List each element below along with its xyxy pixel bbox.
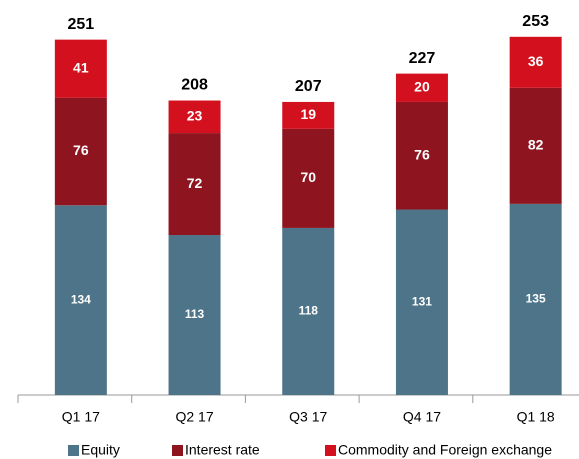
x-tick-label: Q2 17 <box>175 409 213 425</box>
bar-segment <box>54 39 107 98</box>
bar-segment <box>168 133 221 236</box>
bar-segment <box>168 100 221 134</box>
bar-segment <box>282 227 335 395</box>
value-label: 76 <box>414 146 430 162</box>
value-label: 23 <box>187 108 203 124</box>
value-label: 76 <box>73 142 89 158</box>
value-label: 82 <box>528 137 544 153</box>
value-label: 20 <box>414 78 430 94</box>
x-tick-label: Q1 18 <box>517 409 555 425</box>
total-label: 207 <box>295 78 322 95</box>
value-label: 36 <box>528 53 544 69</box>
value-label: 113 <box>185 307 205 321</box>
bar-segment <box>282 128 335 228</box>
value-label: 131 <box>412 294 432 308</box>
legend-label: Interest rate <box>185 442 260 458</box>
bar-segment <box>54 205 107 395</box>
bar-segment <box>395 101 448 210</box>
bar-segment <box>395 209 448 395</box>
legend-swatch <box>172 445 183 456</box>
value-label: 19 <box>300 106 316 122</box>
total-label: 227 <box>409 50 436 67</box>
bar-segment <box>395 73 448 102</box>
x-tick-label: Q3 17 <box>289 409 327 425</box>
legend-swatch <box>325 445 336 456</box>
bar-segment <box>54 97 107 206</box>
x-tick-label: Q1 17 <box>62 409 100 425</box>
bar-segment <box>509 36 562 88</box>
value-label: 118 <box>299 304 319 318</box>
legend-label: Commodity and Foreign exchange <box>338 442 552 458</box>
value-label: 41 <box>73 59 89 75</box>
bar-segment <box>509 203 562 395</box>
value-label: 70 <box>300 169 316 185</box>
value-label: 72 <box>187 175 203 191</box>
total-label: 251 <box>67 16 94 33</box>
legend-label: Equity <box>81 442 120 458</box>
legend-swatch <box>68 445 79 456</box>
value-label: 134 <box>71 292 91 306</box>
bar-segment <box>509 87 562 204</box>
x-tick-label: Q4 17 <box>403 409 441 425</box>
bar-segment <box>168 235 221 395</box>
total-label: 253 <box>522 13 549 30</box>
value-label: 135 <box>526 292 546 306</box>
bar-segment <box>282 101 335 129</box>
total-label: 208 <box>181 77 208 94</box>
